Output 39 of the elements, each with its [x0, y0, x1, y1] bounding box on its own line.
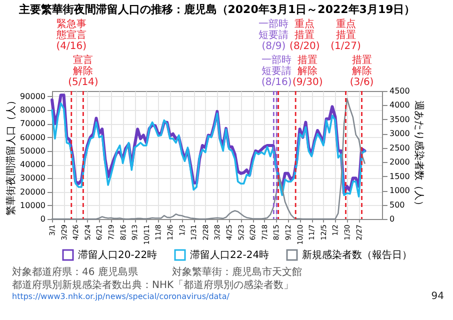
y2-tick-label: 2000 — [390, 158, 410, 167]
y-tick-label: 90000 — [20, 92, 46, 101]
y2-tick-label: 3500 — [390, 114, 410, 124]
y2-tick-label: 1500 — [390, 172, 410, 181]
y-tick-label: 50000 — [20, 146, 46, 156]
y2-axis-title: 週あたり感染者数（人） — [412, 100, 425, 210]
y2-tick-label: 0 — [390, 214, 395, 224]
ref-line-label: 一部時短要請(8/9) — [258, 18, 289, 52]
y-tick-label: 70000 — [20, 119, 46, 128]
ref-line-label: 重点措置(1/27) — [330, 18, 361, 52]
text: https://www3.nhk.or.jp/news/special/coronavirus/data/ — [12, 292, 230, 301]
y2-tick-label: 2500 — [390, 143, 410, 152]
y-tick-label: 40000 — [20, 160, 46, 170]
y2-tick-label: 3000 — [390, 129, 410, 138]
legend-label: 新規感染者数（報告日） — [302, 249, 412, 261]
legend-label: 滞留人口22-24時 — [190, 249, 270, 261]
y2-tick-label: 1000 — [390, 186, 410, 196]
ref-line-label: 緊急事態宣言(4/16) — [55, 18, 87, 52]
y-tick-label: 0 — [40, 214, 46, 224]
y-tick-label: 30000 — [20, 174, 46, 183]
ref-line-label: 宣言解除(5/14) — [68, 54, 98, 88]
y-tick-label: 20000 — [20, 187, 46, 196]
ref-line-label: 一部時短要請(8/16) — [262, 54, 292, 88]
ref-line-label: 措置解除(3/6) — [350, 54, 374, 88]
y-tick-label: 10000 — [20, 200, 46, 210]
text: 対象都道府県：46 鹿児島県 — [12, 266, 138, 278]
y2-tick-label: 500 — [390, 200, 405, 210]
ref-line-label: 重点措置(8/20) — [290, 18, 320, 52]
legend-label: 滞留人口20-22時 — [78, 249, 158, 261]
y2-tick-label: 4500 — [390, 86, 410, 96]
y-tick-label: 60000 — [20, 132, 46, 142]
y-axis-title: 繁華街夜間滞留人口（人） — [5, 96, 18, 216]
ref-line-label: 措置解除(9/30) — [292, 54, 323, 88]
y-tick-label: 80000 — [20, 106, 46, 115]
text: 対象繁華街：鹿児島市天文館 — [172, 266, 302, 278]
text: 94 — [431, 291, 444, 302]
text: 都道府県別新規感染者数出典：NHK「都道府県別の感染者数」 — [12, 279, 294, 291]
chart-title: 主要繁華街夜間滞留人口の推移：鹿児島（2020年3月1日～2022年3月19日） — [18, 3, 416, 16]
y2-tick-label: 4000 — [390, 100, 410, 110]
